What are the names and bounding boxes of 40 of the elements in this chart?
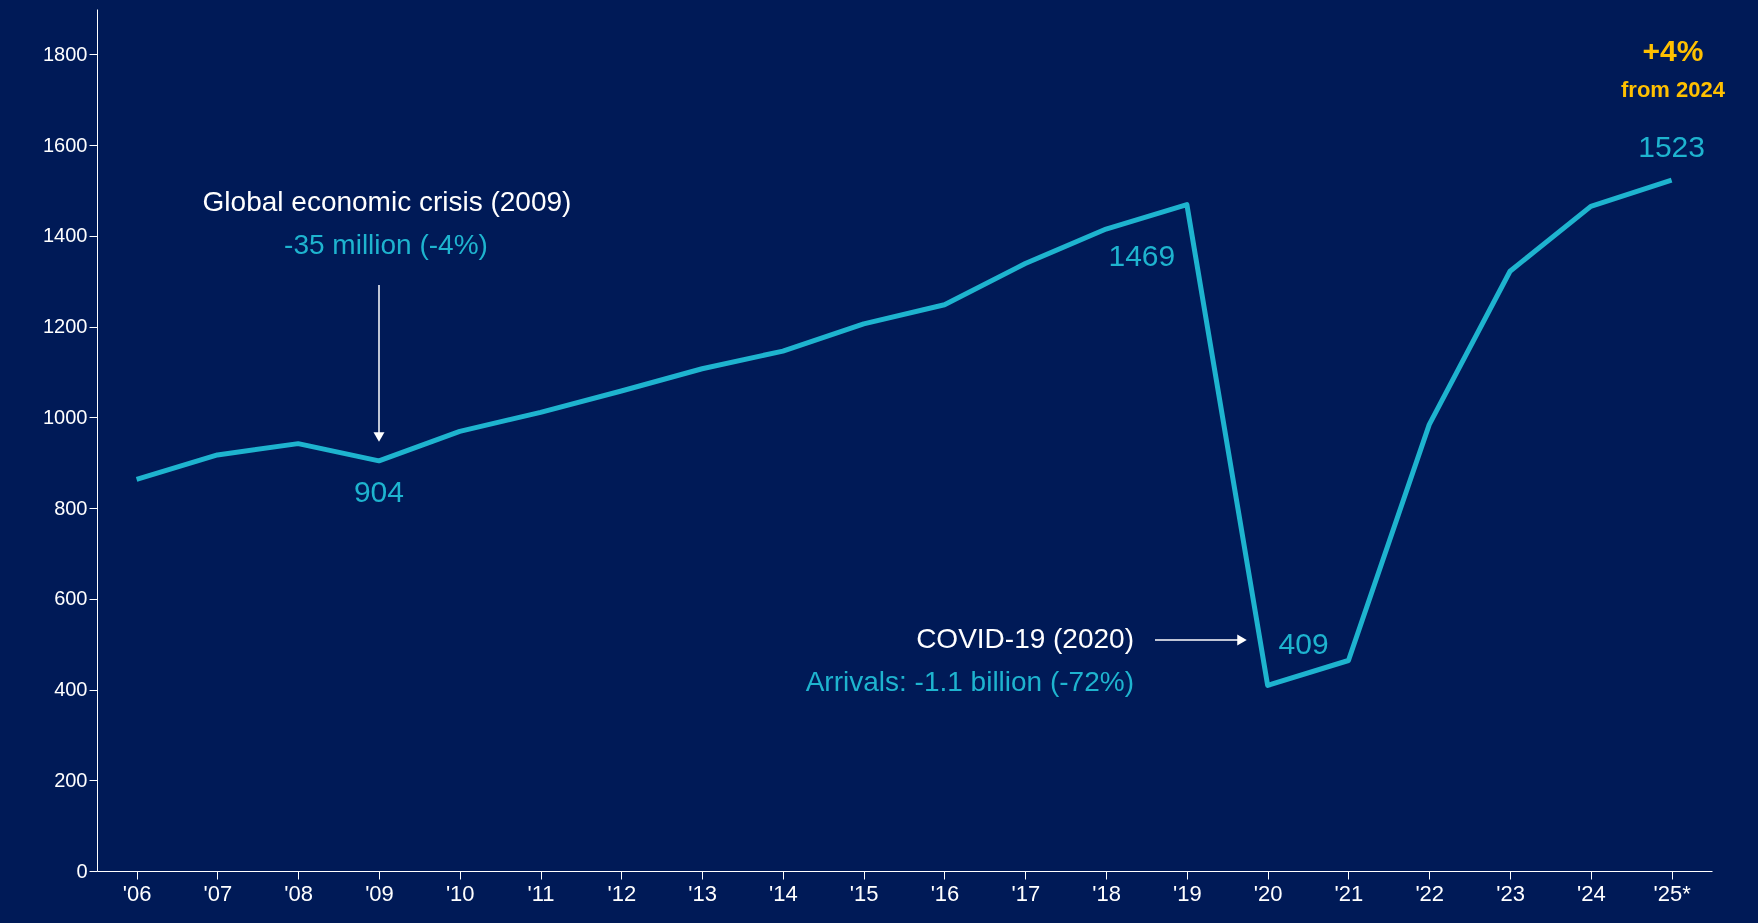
x-tick-label: '23 xyxy=(1496,880,1525,906)
y-tick-label: 1200 xyxy=(43,315,88,338)
y-tick-label: 200 xyxy=(54,768,88,791)
x-tick-label: '15 xyxy=(849,880,879,906)
x-tick-label: '08 xyxy=(284,880,313,906)
annotation: COVID-19 (2020) xyxy=(916,623,1134,654)
x-tick-label: '20 xyxy=(1253,880,1283,906)
x-tick-label: '19 xyxy=(1173,880,1202,906)
annotation: -35 million (-4%) xyxy=(284,229,488,260)
y-tick-label: 400 xyxy=(54,678,88,701)
x-tick-label: '18 xyxy=(1092,880,1121,906)
x-tick-label: '22 xyxy=(1415,880,1445,906)
annotation: from 2024 xyxy=(1621,77,1726,102)
x-tick-label: '21 xyxy=(1334,880,1364,906)
x-tick-label: '07 xyxy=(203,880,233,906)
data-label: 1469 xyxy=(1108,238,1176,272)
y-tick-label: 600 xyxy=(54,587,88,610)
x-tick-label: '17 xyxy=(1011,880,1041,906)
x-tick-label: '09 xyxy=(365,880,394,906)
data-label: 904 xyxy=(353,474,404,508)
data-label: 409 xyxy=(1278,627,1329,661)
annotation: Arrivals: -1.1 billion (-72%) xyxy=(805,666,1134,697)
y-tick-label: 1800 xyxy=(43,42,88,65)
x-tick-label: '25* xyxy=(1653,880,1692,906)
x-tick-label: '24 xyxy=(1576,880,1606,906)
x-tick-label: '14 xyxy=(769,880,798,906)
data-label: 1523 xyxy=(1638,130,1705,164)
y-tick-label: 1400 xyxy=(43,224,88,247)
x-tick-label: '16 xyxy=(930,880,960,906)
x-tick-label: '12 xyxy=(607,880,637,906)
annotation: +4% xyxy=(1642,34,1704,67)
x-tick-label: '13 xyxy=(688,880,717,906)
x-tick-label: '06 xyxy=(122,880,152,906)
x-tick-label: '11 xyxy=(527,880,555,906)
y-tick-label: 1600 xyxy=(43,133,88,156)
y-tick-label: 0 xyxy=(76,859,88,882)
y-tick-label: 1000 xyxy=(43,405,88,428)
annotation: Global economic crisis (2009) xyxy=(202,186,572,217)
y-tick-label: 800 xyxy=(54,496,88,519)
x-tick-label: '10 xyxy=(445,880,475,906)
